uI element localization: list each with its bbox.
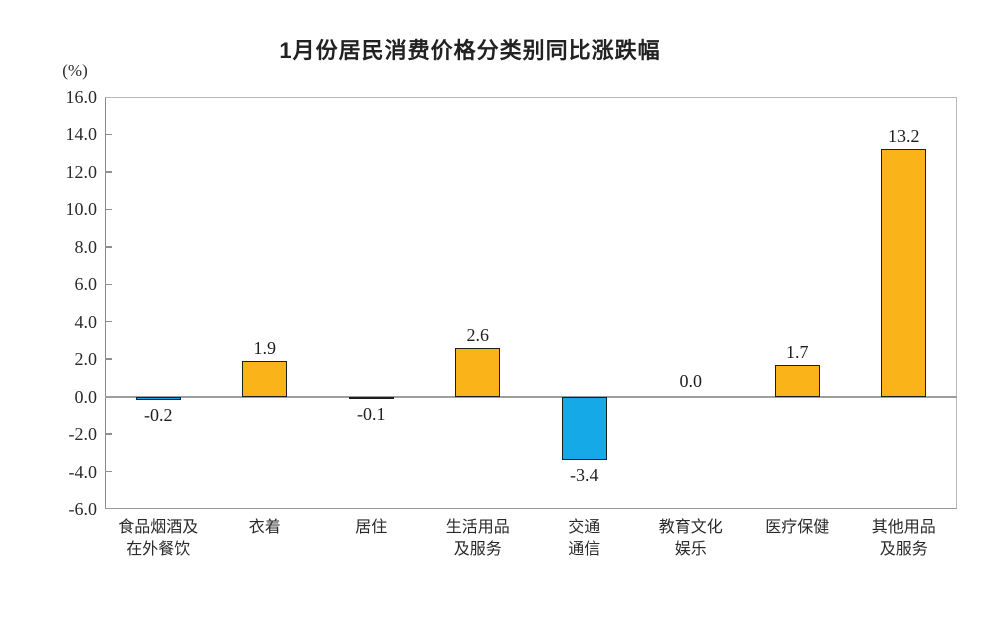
y-axis-tick-mark bbox=[105, 133, 112, 136]
category-label-line: 医疗保健 bbox=[765, 519, 830, 536]
value-label-1: 1.9 bbox=[253, 338, 277, 359]
bar-4 bbox=[561, 396, 607, 461]
bar-0 bbox=[135, 396, 181, 401]
category-label-line: 及服务 bbox=[879, 541, 928, 558]
category-label-line: 食品烟酒及 bbox=[118, 519, 199, 536]
category-label-line: 及服务 bbox=[453, 541, 502, 558]
category-label-5: 教育文化 娱乐 bbox=[631, 517, 751, 561]
value-label-6: 1.7 bbox=[786, 341, 809, 362]
y-axis-tick-label: 16.0 bbox=[65, 87, 98, 107]
y-axis-tick-label: 8.0 bbox=[74, 236, 98, 257]
bar-3 bbox=[455, 347, 501, 397]
y-axis-unit-label: (%) bbox=[62, 61, 88, 80]
value-label-5: 0.0 bbox=[679, 370, 703, 391]
category-label-line: 在外餐饮 bbox=[126, 541, 191, 558]
y-axis-tick-mark bbox=[105, 320, 112, 323]
y-axis-tick-mark bbox=[105, 246, 112, 248]
category-label-1: 衣着 bbox=[205, 517, 325, 539]
bar-1 bbox=[242, 361, 288, 397]
category-label-line: 衣着 bbox=[248, 519, 281, 536]
value-label-7: 13.2 bbox=[888, 126, 920, 147]
category-label-line: 娱乐 bbox=[674, 541, 707, 558]
y-axis-tick-label: 12.0 bbox=[65, 161, 98, 182]
zero-baseline bbox=[105, 395, 957, 398]
y-axis-tick-label: 0.0 bbox=[74, 386, 98, 407]
value-label-0: -0.2 bbox=[144, 405, 173, 426]
y-axis-tick-label: 6.0 bbox=[74, 274, 98, 295]
y-axis-tick-label: -2.0 bbox=[68, 424, 98, 445]
y-axis-tick-mark bbox=[105, 358, 112, 360]
category-label-line: 交通 bbox=[568, 519, 601, 536]
category-label-line: 生活用品 bbox=[445, 519, 510, 536]
y-axis-tick-mark bbox=[105, 433, 112, 435]
value-label-2: -0.1 bbox=[357, 403, 386, 424]
y-axis-tick-label: -6.0 bbox=[68, 499, 98, 519]
y-axis-tick-label: 4.0 bbox=[74, 311, 98, 332]
value-label-3: 2.6 bbox=[466, 324, 490, 345]
bar-7 bbox=[881, 149, 927, 397]
category-label-7: 其他用品 及服务 bbox=[844, 517, 964, 561]
y-axis-tick-mark bbox=[105, 470, 112, 473]
y-axis-tick-mark bbox=[105, 283, 112, 286]
category-label-0: 食品烟酒及 在外餐饮 bbox=[98, 517, 218, 561]
y-axis-tick-label: 14.0 bbox=[65, 124, 98, 145]
bar-6 bbox=[774, 364, 820, 397]
category-label-line: 教育文化 bbox=[658, 519, 723, 536]
category-label-line: 其他用品 bbox=[871, 519, 936, 536]
category-label-6: 医疗保健 bbox=[737, 517, 857, 539]
y-axis-tick-label: 2.0 bbox=[74, 349, 98, 370]
category-label-3: 生活用品 及服务 bbox=[418, 517, 538, 561]
y-axis-tick-mark bbox=[105, 171, 112, 173]
value-label-4: -3.4 bbox=[570, 465, 599, 486]
y-axis-tick-label: -4.0 bbox=[68, 461, 98, 482]
category-label-line: 居住 bbox=[355, 519, 388, 536]
category-label-4: 交通 通信 bbox=[524, 517, 644, 561]
plot-area bbox=[105, 97, 957, 509]
bar-2 bbox=[348, 396, 394, 399]
y-axis-tick-mark bbox=[105, 208, 112, 211]
category-label-2: 居住 bbox=[311, 517, 431, 539]
category-label-line: 通信 bbox=[568, 541, 601, 558]
chart-title: 1月份居民消费价格分类别同比涨跌幅 bbox=[279, 38, 661, 63]
y-axis-tick-label: 10.0 bbox=[65, 199, 98, 220]
